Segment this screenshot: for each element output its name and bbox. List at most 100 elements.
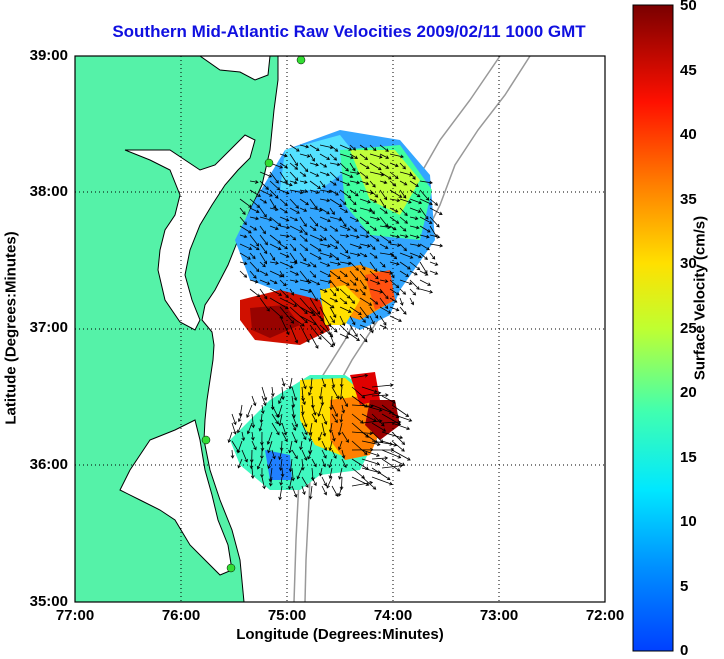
velocity-arrow: [349, 171, 361, 175]
velocity-arrow: [359, 234, 370, 239]
velocity-arrow: [419, 198, 433, 206]
velocity-arrow: [351, 440, 368, 455]
velocity-arrow: [409, 207, 422, 213]
velocity-arrow: [359, 207, 373, 213]
velocity-arrow: [299, 216, 307, 228]
velocity-arrow: [331, 377, 336, 389]
velocity-arrow: [321, 449, 327, 459]
velocity-arrow: [351, 431, 374, 436]
velocity-arrow: [351, 404, 374, 408]
station-marker: [226, 563, 236, 573]
velocity-arrow: [399, 288, 407, 295]
x-tick-label: 73:00: [479, 607, 519, 624]
velocity-arrow: [389, 162, 399, 168]
velocity-arrow: [349, 315, 356, 326]
velocity-arrow: [281, 377, 286, 387]
velocity-arrow: [349, 162, 356, 172]
velocity-arrow: [349, 270, 359, 282]
velocity-arrow: [241, 449, 248, 463]
velocity-arrow: [299, 252, 307, 262]
velocity-arrow: [319, 225, 328, 231]
velocity-arrow: [309, 288, 318, 302]
velocity-arrow: [331, 404, 338, 418]
velocity-arrow: [289, 207, 300, 214]
velocity-arrow: [339, 243, 349, 254]
velocity-arrow: [369, 216, 381, 221]
velocity-arrow: [359, 297, 373, 306]
velocity-arrow: [269, 171, 279, 184]
colorbar-tick-label: 0: [680, 642, 689, 659]
velocity-arrow: [409, 243, 422, 248]
velocity-arrow: [399, 297, 404, 306]
velocity-arrow: [329, 324, 338, 333]
velocity-arrow: [239, 198, 252, 208]
velocity-arrow: [249, 261, 260, 273]
velocity-arrow: [239, 207, 246, 216]
velocity-arrow: [389, 243, 401, 248]
colorbar-tick-label: 5: [680, 578, 689, 595]
velocity-arrow: [369, 252, 378, 259]
velocity-arrow: [369, 180, 376, 188]
velocity-arrow: [269, 216, 282, 227]
velocity-arrow: [289, 189, 304, 195]
velocity-arrow: [341, 431, 349, 443]
velocity-arrow: [328, 467, 333, 480]
velocity-arrow: [389, 252, 398, 260]
velocity-arrow: [371, 422, 387, 432]
velocity-arrow: [289, 162, 299, 170]
velocity-arrow: [349, 261, 359, 271]
velocity-arrow: [339, 189, 352, 199]
velocity-arrow: [379, 171, 392, 180]
velocity-arrow: [331, 449, 337, 459]
velocity-arrow: [409, 297, 415, 306]
velocity-arrow: [269, 261, 279, 265]
velocity-arrow: [246, 422, 253, 435]
colorbar-tick-label: 20: [680, 384, 697, 401]
velocity-arrow: [379, 252, 395, 257]
velocity-arrow: [291, 422, 297, 431]
velocity-arrow: [329, 153, 338, 161]
velocity-arrow: [369, 315, 375, 325]
velocity-arrow: [249, 252, 256, 260]
x-tick-label: 75:00: [267, 607, 307, 624]
velocity-arrow: [429, 216, 440, 228]
velocity-arrow: [249, 189, 261, 197]
velocity-arrow: [349, 180, 361, 185]
velocity-arrow: [379, 225, 392, 230]
velocity-arrow: [289, 144, 300, 152]
velocity-arrow: [326, 476, 333, 489]
velocity-arrow: [281, 422, 288, 436]
velocity-arrow: [321, 422, 327, 437]
velocity-arrow: [308, 422, 313, 436]
velocity-arrow: [371, 467, 391, 481]
velocity-arrow: [359, 270, 369, 282]
velocity-arrow: [309, 315, 324, 334]
velocity-arrow: [269, 297, 289, 310]
velocity-arrow: [379, 198, 387, 209]
velocity-arrow: [239, 252, 251, 260]
velocity-arrow: [259, 261, 266, 268]
velocity-arrow: [419, 279, 432, 286]
velocity-arrow: [329, 270, 341, 280]
velocity-arrow: [399, 198, 412, 204]
velocity-arrow: [279, 270, 285, 278]
velocity-arrow: [339, 386, 343, 401]
colorbar-label: Surface Velocity (cm/s): [691, 215, 709, 381]
velocity-arrow: [301, 395, 306, 406]
velocity-arrow: [339, 225, 351, 231]
velocity-arrow: [231, 413, 237, 426]
velocity-arrow: [259, 270, 269, 276]
velocity-arrow: [329, 395, 334, 411]
velocity-arrow: [259, 180, 269, 190]
velocity-arrow: [349, 306, 362, 316]
velocity-arrow: [389, 207, 399, 213]
velocity-arrow: [359, 243, 371, 248]
y-tick-label: 36:00: [29, 456, 68, 473]
delaware-bay: [199, 56, 271, 81]
velocity-arrow: [329, 315, 335, 324]
velocity-arrow: [361, 413, 377, 422]
velocity-arrow: [291, 413, 299, 428]
velocity-arrow: [249, 180, 259, 184]
velocity-arrow: [278, 395, 283, 405]
